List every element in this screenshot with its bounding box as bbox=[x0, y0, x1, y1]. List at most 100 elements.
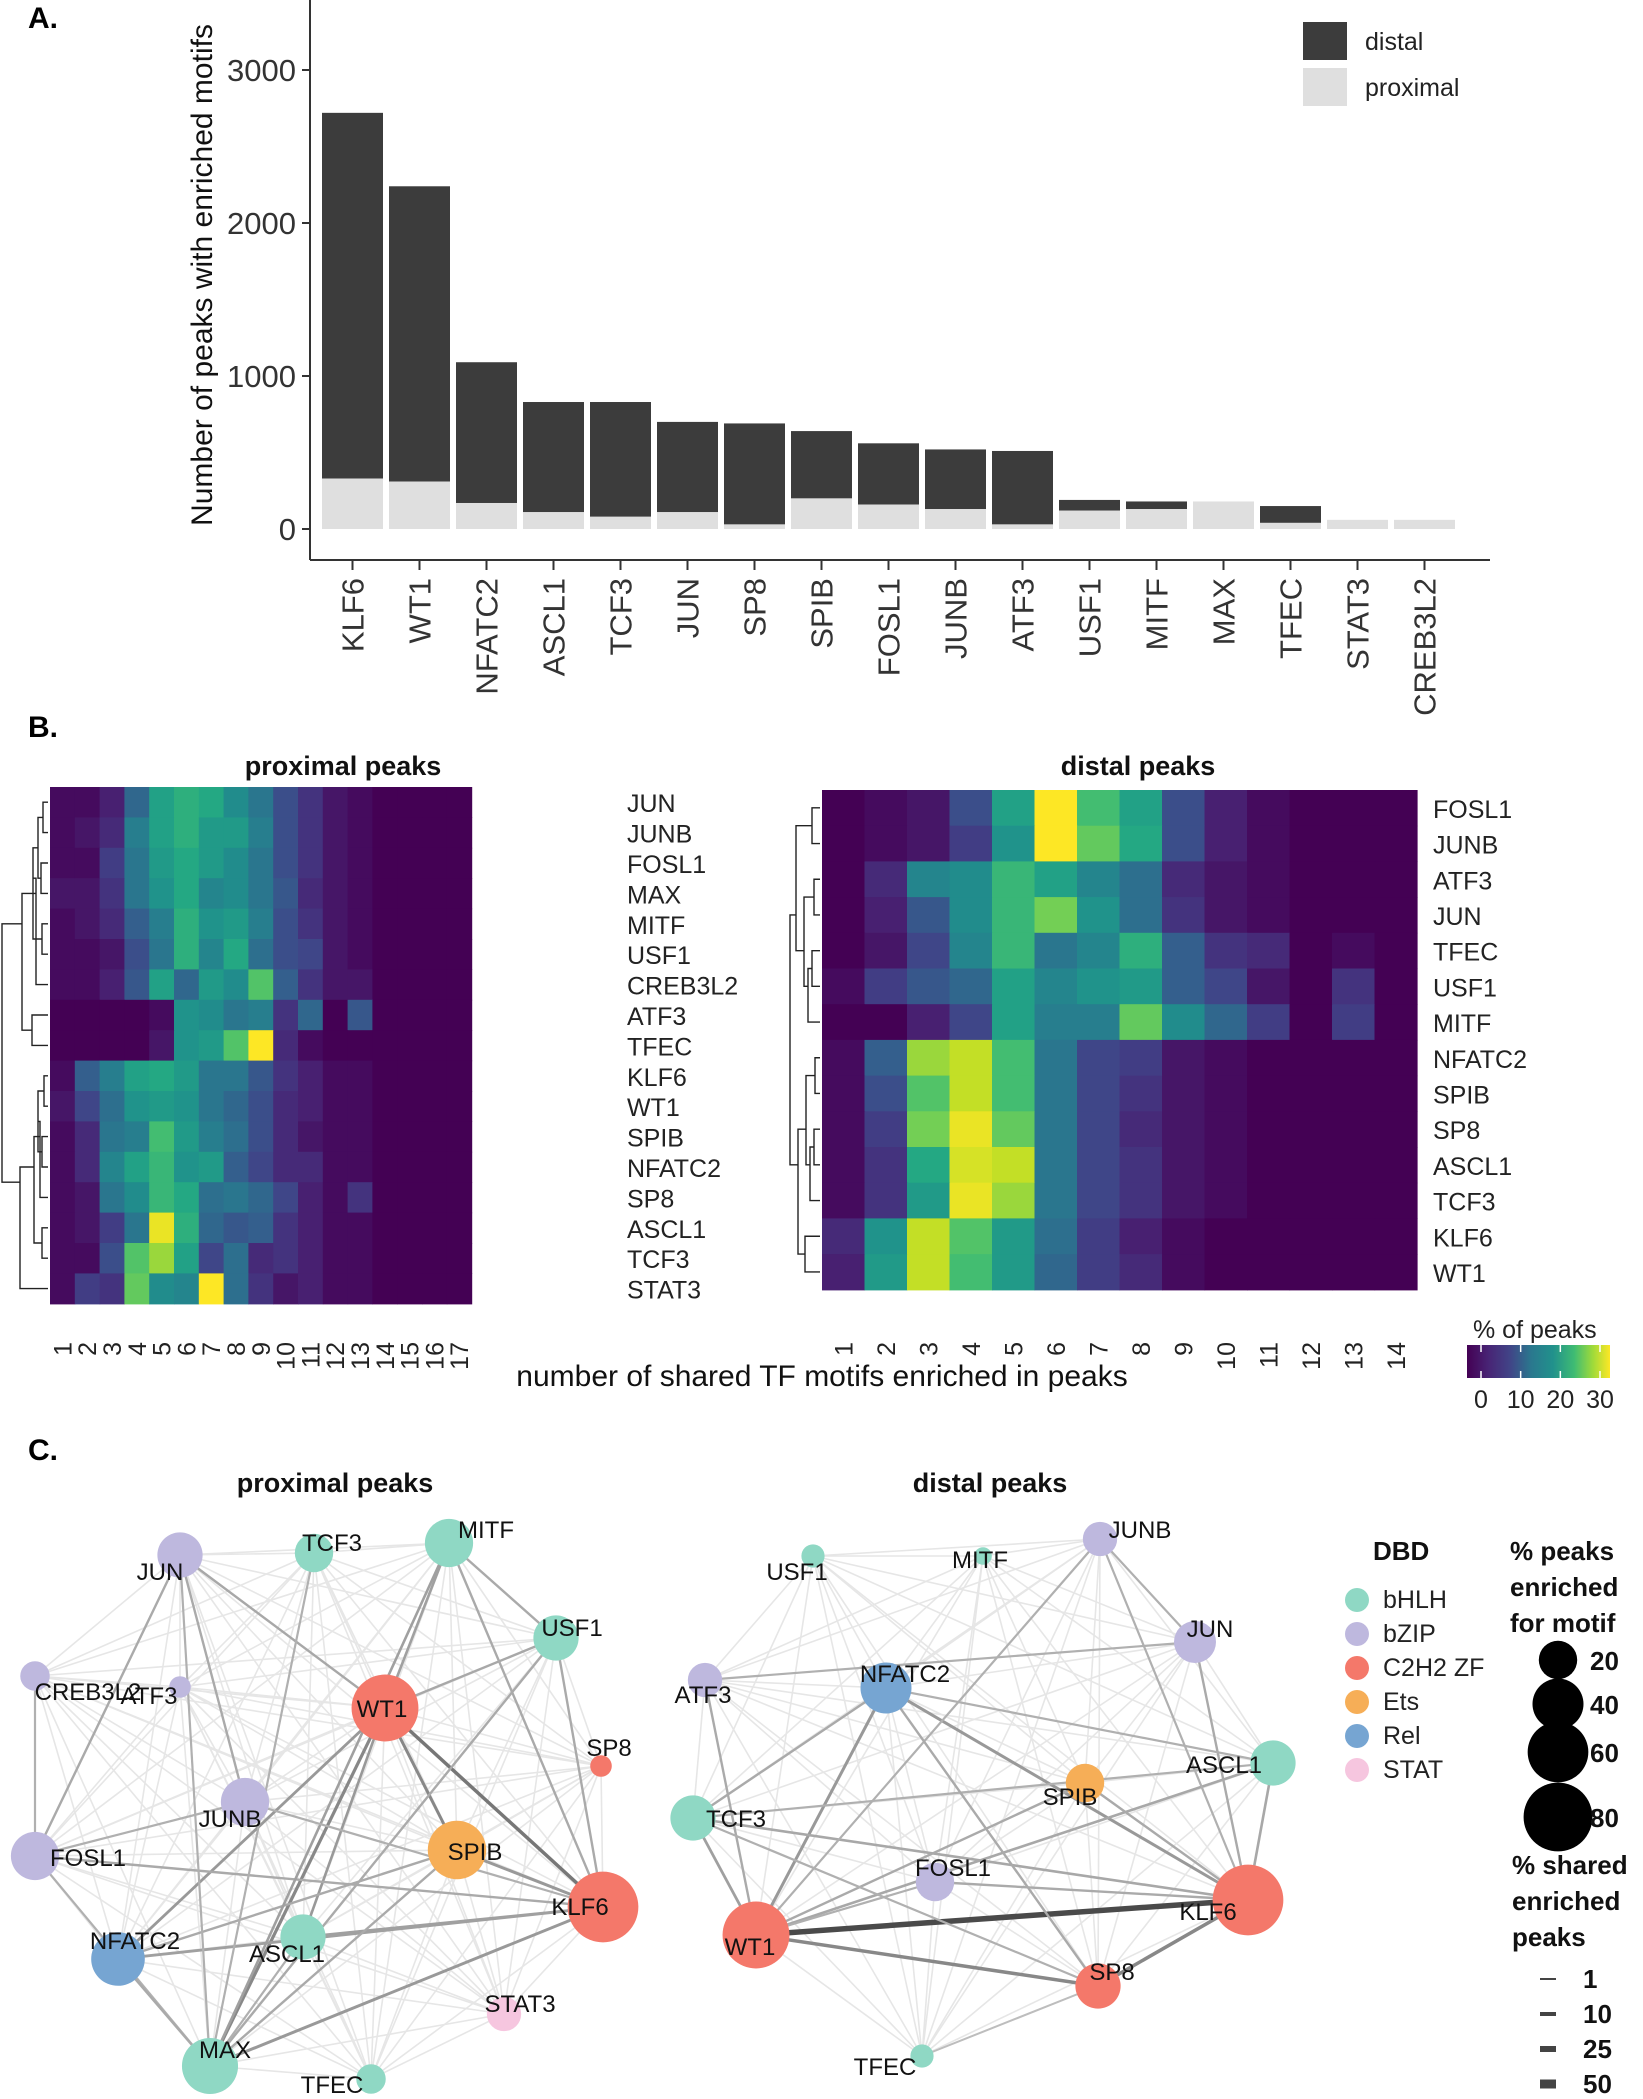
nd-node-label-klf6: KLF6 bbox=[1179, 1899, 1236, 1926]
nd-edge-bg-wt1-jun bbox=[755, 1641, 1196, 1936]
hd-cell-wt1-13 bbox=[1332, 1254, 1376, 1291]
nd-node-label-fosl1: FOSL1 bbox=[915, 1855, 991, 1882]
np-edge-bg-spib-junb bbox=[244, 1801, 458, 1851]
hp-cell-fosl1-13 bbox=[347, 847, 373, 879]
hp-cell-mitf-9 bbox=[248, 908, 274, 940]
hd-cell-sp8-3 bbox=[907, 1111, 951, 1148]
nd-edge-jun-junb bbox=[1099, 1538, 1196, 1643]
nd-edge-bg-nfatc2-jun bbox=[885, 1641, 1196, 1689]
hp-row-label-creb3l2: CREB3L2 bbox=[627, 973, 738, 1001]
hd-cell-tcf3-11 bbox=[1247, 1182, 1291, 1219]
nd-node-label-usf1: USF1 bbox=[766, 1559, 827, 1586]
hp-cell-mitf-4 bbox=[124, 908, 150, 940]
np-node-label-klf6: KLF6 bbox=[551, 1894, 608, 1921]
hp-cell-junb-15 bbox=[397, 817, 423, 849]
hp-cell-creb3l2-17 bbox=[446, 969, 473, 1001]
hp-cell-atf3-1 bbox=[50, 999, 76, 1031]
nd-edge-nfatc2-sp8 bbox=[885, 1687, 1099, 1987]
hd-cell-junb-5 bbox=[992, 825, 1036, 862]
hd-cell-atf3-6 bbox=[1034, 861, 1078, 898]
nd-edge-klf6-tcf3 bbox=[692, 1816, 1249, 1902]
np-edge-bg-spib-creb3l2 bbox=[34, 1675, 458, 1851]
hd-cell-sp8-6 bbox=[1034, 1111, 1078, 1148]
hp-cell-ascl1-17 bbox=[446, 1212, 473, 1244]
a-x-tick-label-junb: JUNB bbox=[939, 578, 974, 659]
nd-edge-bg-junb-mitf bbox=[982, 1538, 1101, 1557]
hp-cell-creb3l2-3 bbox=[99, 969, 125, 1001]
bar-proximal-mitf bbox=[1126, 509, 1187, 529]
np-edge-bg-nfatc2-junb bbox=[117, 1801, 246, 1960]
hd-cell-usf1-6 bbox=[1034, 968, 1078, 1005]
hd-cell-jun-14 bbox=[1374, 897, 1418, 934]
hp-cell-fosl1-1 bbox=[50, 847, 76, 879]
nd-edge-bg-junb-tfec bbox=[921, 1538, 1101, 2057]
hp-cell-creb3l2-13 bbox=[347, 969, 373, 1001]
np-node-klf6 bbox=[567, 1871, 639, 1943]
hp-cell-creb3l2-5 bbox=[149, 969, 175, 1001]
hp-cell-mitf-11 bbox=[298, 908, 324, 940]
np-node-label-nfatc2: NFATC2 bbox=[90, 1928, 180, 1955]
hp-cell-wt1-6 bbox=[174, 1091, 200, 1122]
hd-col-label-7: 7 bbox=[1085, 1342, 1113, 1356]
hp-cell-jun-10 bbox=[273, 787, 299, 818]
hp-cell-fosl1-12 bbox=[322, 847, 349, 879]
hd-cell-jun-10 bbox=[1204, 897, 1248, 934]
hp-cell-ascl1-7 bbox=[198, 1212, 225, 1244]
nd-edge-bg-mitf-tfec bbox=[921, 1555, 984, 2057]
hd-cell-ascl1-4 bbox=[949, 1147, 993, 1184]
a-x-ticks: KLF6 WT1 NFATC2 ASCL1 TCF3 JUN SP8 SPIB FOSL1 JUN… bbox=[336, 560, 1443, 716]
hp-cell-spib-5 bbox=[149, 1121, 175, 1153]
np-edge-bg-tcf3-sp8 bbox=[313, 1552, 602, 1767]
hd-cell-usf1-4 bbox=[949, 968, 993, 1005]
hp-cell-max-14 bbox=[372, 878, 398, 910]
hp-cell-stat3-10 bbox=[273, 1273, 299, 1305]
hp-col-label-4: 4 bbox=[124, 1342, 152, 1356]
hp-cell-usf1-3 bbox=[99, 939, 125, 970]
bar-proximal-tcf3 bbox=[590, 516, 651, 529]
dp-branch-3 bbox=[41, 923, 48, 955]
legend-label-proximal: proximal bbox=[1365, 74, 1459, 102]
hp-cell-atf3-9 bbox=[248, 999, 274, 1031]
nd-edge-bg-fosl1-mitf bbox=[934, 1555, 984, 1883]
a-x-tick-label-tfec: TFEC bbox=[1274, 578, 1309, 659]
hd-cell-jun-7 bbox=[1077, 897, 1121, 934]
np-edge-bg-tcf3-stat3 bbox=[313, 1552, 505, 2015]
hp-cell-ascl1-3 bbox=[99, 1212, 125, 1244]
colorbar-title: % of peaks bbox=[1473, 1316, 1597, 1344]
dp-branch-5 bbox=[33, 877, 48, 986]
nd-edge-bg-spib-usf1 bbox=[812, 1555, 1086, 1784]
hd-cell-spib-7 bbox=[1077, 1075, 1121, 1112]
hd-cell-atf3-10 bbox=[1204, 861, 1248, 898]
hp-cell-sp8-3 bbox=[99, 1182, 125, 1214]
hp-cell-mitf-5 bbox=[149, 908, 175, 940]
hp-cell-wt1-17 bbox=[446, 1091, 473, 1122]
nd-edge-bg-atf3-usf1 bbox=[704, 1555, 814, 1681]
hd-row-label-usf1: USF1 bbox=[1433, 974, 1497, 1002]
hp-cell-tfec-12 bbox=[322, 1030, 349, 1062]
width-label-1: 1 bbox=[1583, 1964, 1597, 1994]
np-node-label-fosl1: FOSL1 bbox=[50, 1845, 126, 1872]
hp-cell-spib-12 bbox=[322, 1121, 349, 1153]
hp-cell-fosl1-14 bbox=[372, 847, 398, 879]
hp-cell-klf6-7 bbox=[198, 1060, 225, 1092]
hp-cell-tfec-8 bbox=[223, 1030, 249, 1062]
hd-cell-sp8-7 bbox=[1077, 1111, 1121, 1148]
hd-cell-nfatc2-1 bbox=[822, 1039, 866, 1077]
hp-cell-jun-15 bbox=[397, 787, 423, 818]
hd-cell-fosl1-3 bbox=[907, 790, 951, 827]
np-node-label-ascl1: ASCL1 bbox=[249, 1941, 325, 1968]
np-edge-bg-tcf3-creb3l2 bbox=[34, 1552, 315, 1677]
bar-proximal-sp8 bbox=[724, 524, 785, 529]
hp-cell-tfec-7 bbox=[198, 1030, 225, 1062]
hp-cell-nfatc2-11 bbox=[298, 1151, 324, 1183]
hp-cell-nfatc2-5 bbox=[149, 1151, 175, 1183]
np-node-label-jun: JUN bbox=[137, 1559, 184, 1586]
hp-cell-tfec-16 bbox=[422, 1030, 448, 1062]
nd-node-nfatc2 bbox=[860, 1662, 912, 1714]
hp-cell-fosl1-15 bbox=[397, 847, 423, 879]
colorbar-label-10: 10 bbox=[1507, 1386, 1535, 1414]
panel-a-letter: A. bbox=[28, 2, 58, 35]
hd-cell-tcf3-5 bbox=[992, 1182, 1036, 1219]
hp-cell-stat3-13 bbox=[347, 1273, 373, 1305]
nd-node-label-spib: SPIB bbox=[1043, 1784, 1098, 1811]
